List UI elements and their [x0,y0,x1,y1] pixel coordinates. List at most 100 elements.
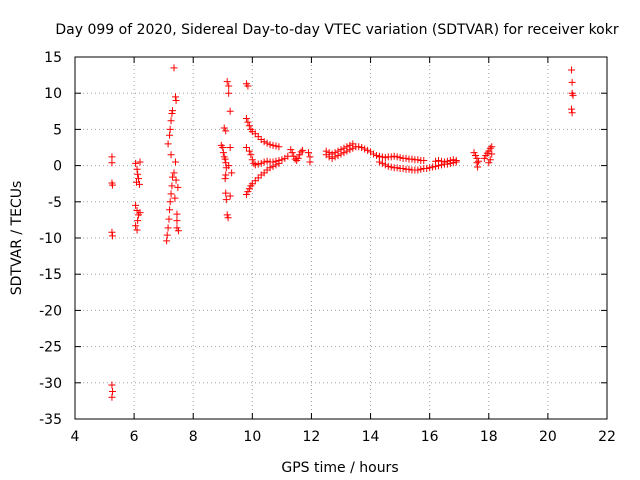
data-point [226,144,234,151]
data-point [288,149,296,157]
data-point [275,159,283,167]
data-point [251,177,259,185]
data-point [164,140,172,148]
data-point [225,162,233,170]
data-point [245,147,253,155]
x-tick-label: 12 [303,429,321,445]
data-point [364,146,372,154]
data-point [291,155,299,163]
data-point [220,124,228,132]
data-point [432,157,440,165]
data-point [172,96,180,104]
data-point [245,185,253,193]
data-point [108,381,116,389]
data-point [166,198,174,206]
data-point [244,188,252,196]
data-point [132,222,140,230]
data-point [166,206,174,214]
data-point [568,66,576,74]
data-point [437,157,445,165]
data-point [222,196,230,204]
data-point [248,180,256,188]
data-point [290,152,298,160]
data-point [361,145,369,153]
data-point [486,156,494,164]
x-tick-label: 22 [598,429,616,445]
data-point [173,224,181,232]
data-point [166,131,174,139]
data-points [108,64,577,401]
data-point [420,157,428,165]
data-point [263,139,271,147]
data-point [174,227,182,235]
data-point [173,210,181,218]
y-tick-label: 15 [44,50,62,66]
data-point [322,147,330,155]
axes: 4 6 8 10 12 14 16 18 20 22 15 10 5 0 -5 -10 -15 -20 -25 -30… [39,50,616,445]
data-point [174,183,182,191]
data-point [171,93,179,101]
data-point [222,189,230,197]
data-point [221,175,229,183]
data-point [242,115,250,123]
data-point [287,146,295,154]
data-point [224,214,232,222]
data-point [294,154,302,162]
data-point [435,157,443,165]
data-point [443,157,451,165]
data-point [331,149,339,157]
data-point [223,211,231,219]
chart-title: Day 099 of 2020, Sidereal Day-to-day VTE… [55,22,618,38]
data-point [260,169,268,177]
data-point [251,130,259,138]
x-tick-label: 18 [480,429,498,445]
y-tick-label: 5 [53,122,62,138]
data-point [568,78,576,86]
data-point [355,143,363,151]
data-point [134,217,142,225]
data-point [384,162,392,170]
data-point [242,144,250,151]
data-point [449,156,457,164]
y-tick-label: -30 [39,376,62,392]
data-point [167,151,175,159]
data-point [132,159,140,167]
x-tick-label: 20 [539,429,557,445]
data-point [244,82,252,90]
data-point [263,157,271,165]
data-point [173,217,181,225]
data-point [325,149,333,157]
data-point [251,161,259,169]
data-point [222,127,230,135]
data-point [169,107,177,115]
data-point [168,109,176,117]
data-point [244,118,252,126]
data-point [343,143,351,151]
grid-lines [75,57,607,419]
data-point [260,158,268,166]
x-tick-label: 8 [189,429,198,445]
y-tick-label: -10 [39,231,62,247]
data-point [446,157,454,165]
data-point [272,161,280,169]
data-point [109,232,117,240]
data-point [228,169,236,177]
data-point [485,147,493,155]
data-point [405,165,413,173]
data-point [165,215,173,223]
y-tick-label: -5 [48,195,62,211]
data-point [370,150,378,158]
data-point [163,231,171,239]
data-point [257,159,265,167]
data-point [163,237,171,245]
data-point [133,226,141,234]
data-point [133,165,141,173]
data-point [393,153,401,161]
x-tick-label: 6 [130,429,139,445]
data-point [378,153,386,161]
data-point [222,159,230,167]
data-point [136,209,144,217]
data-point [387,163,395,171]
data-point [171,194,179,202]
